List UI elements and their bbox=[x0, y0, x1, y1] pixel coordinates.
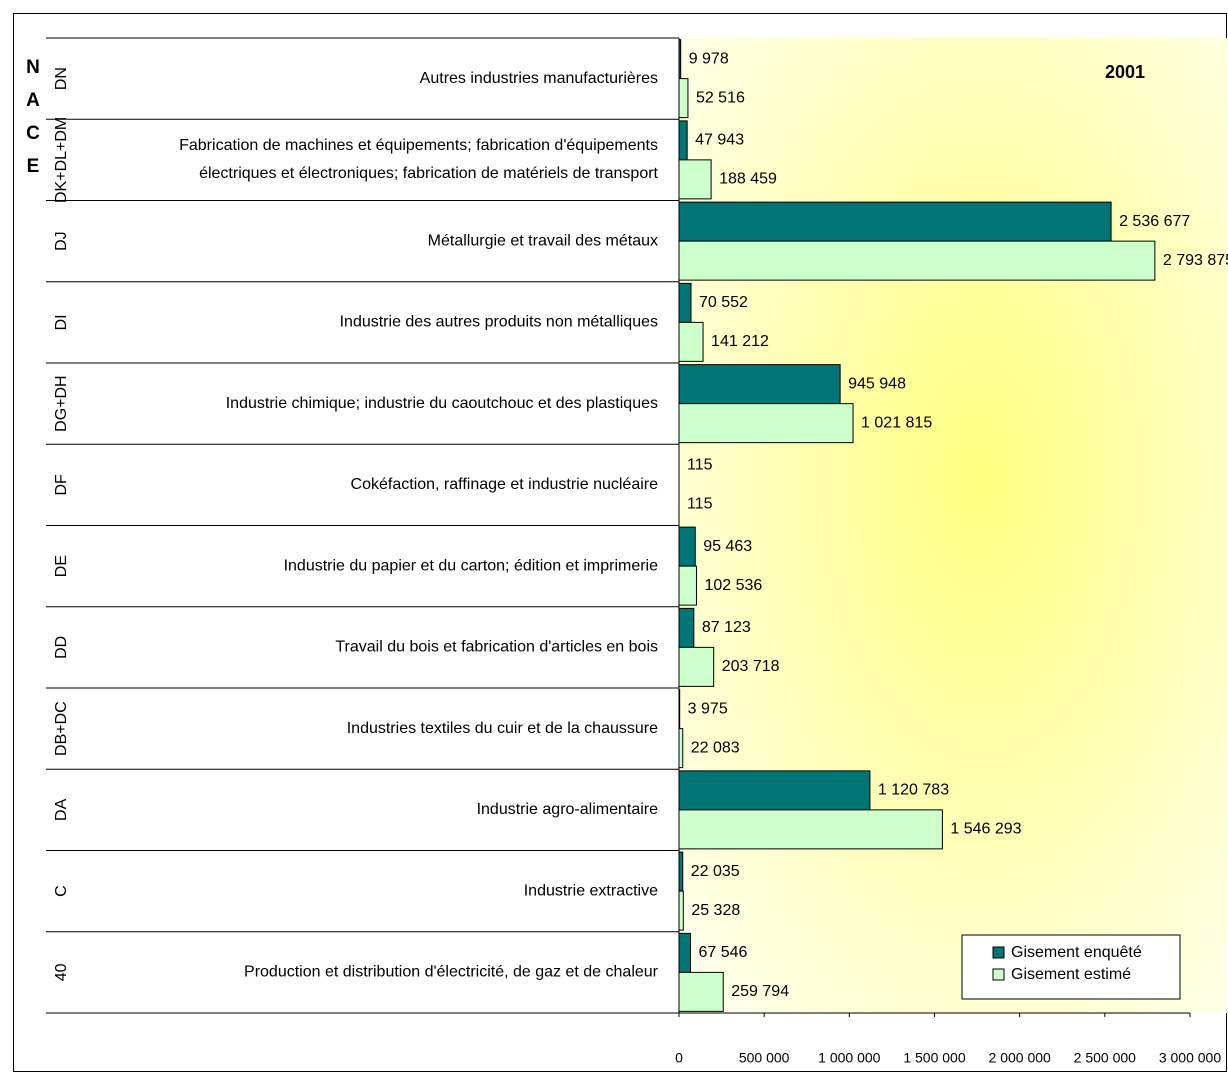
legend-label: Gisement estimé bbox=[1011, 966, 1131, 983]
value-label: 25 328 bbox=[691, 902, 740, 919]
category-code: DK+DL+DM bbox=[53, 117, 70, 203]
legend-swatch bbox=[993, 969, 1004, 980]
bar bbox=[679, 365, 840, 404]
value-label: 52 516 bbox=[696, 89, 745, 106]
category-code: DN bbox=[53, 67, 70, 90]
bar bbox=[679, 771, 870, 810]
bar bbox=[679, 690, 680, 729]
value-label: 67 546 bbox=[699, 944, 748, 961]
x-tick-label: 2 500 000 bbox=[1074, 1050, 1136, 1066]
category-code: DB+DC bbox=[53, 701, 70, 756]
category-label: Industries textiles du cuir et de la cha… bbox=[347, 720, 658, 737]
value-label: 2 793 875 bbox=[1163, 252, 1228, 269]
value-label: 95 463 bbox=[703, 538, 752, 555]
bar bbox=[679, 852, 683, 891]
value-label: 22 035 bbox=[691, 863, 740, 880]
category-label: Industrie agro-alimentaire bbox=[477, 801, 659, 818]
value-label: 115 bbox=[687, 457, 713, 474]
category-code: DG+DH bbox=[53, 375, 70, 431]
category-label: Industrie du papier et du carton; éditio… bbox=[284, 557, 659, 574]
bar bbox=[679, 40, 681, 79]
bar bbox=[679, 647, 714, 686]
legend-label: Gisement enquêté bbox=[1011, 944, 1142, 961]
bar bbox=[679, 241, 1155, 280]
value-label: 1 120 783 bbox=[878, 782, 949, 799]
bar bbox=[679, 566, 696, 605]
value-label: 1 546 293 bbox=[950, 821, 1021, 838]
bar bbox=[679, 322, 703, 361]
category-code: C bbox=[53, 885, 70, 897]
x-tick-label: 1 500 000 bbox=[903, 1050, 965, 1066]
y-axis-label: NACE bbox=[23, 57, 44, 189]
category-code: DF bbox=[53, 474, 70, 496]
bar bbox=[679, 729, 683, 768]
bar bbox=[679, 608, 694, 647]
bar bbox=[679, 891, 683, 930]
value-label: 259 794 bbox=[731, 983, 789, 1000]
value-label: 87 123 bbox=[702, 619, 751, 636]
value-label: 945 948 bbox=[848, 375, 906, 392]
legend-swatch bbox=[993, 947, 1004, 958]
bar bbox=[679, 283, 691, 322]
value-label: 115 bbox=[687, 496, 713, 513]
value-label: 102 536 bbox=[704, 577, 762, 594]
category-label: électriques et électroniques; fabricatio… bbox=[199, 165, 658, 182]
bar bbox=[679, 121, 687, 160]
category-code: 40 bbox=[53, 963, 70, 981]
value-label: 141 212 bbox=[711, 333, 769, 350]
x-tick-label: 1 000 000 bbox=[818, 1050, 880, 1066]
category-code: DA bbox=[53, 798, 70, 821]
category-label: Industrie chimique; industrie du caoutch… bbox=[226, 395, 658, 412]
category-label: Production et distribution d'électricité… bbox=[244, 964, 659, 981]
bar bbox=[679, 79, 688, 118]
bar bbox=[679, 527, 695, 566]
value-label: 1 021 815 bbox=[861, 414, 932, 431]
bar bbox=[679, 160, 711, 199]
bar bbox=[679, 202, 1111, 241]
value-label: 188 459 bbox=[719, 171, 777, 188]
value-label: 2 536 677 bbox=[1119, 213, 1190, 230]
category-label: Métallurgie et travail des métaux bbox=[428, 232, 658, 249]
category-label: Industrie des autres produits non métall… bbox=[340, 314, 658, 331]
category-label: Fabrication de machines et équipements; … bbox=[179, 137, 658, 154]
value-label: 70 552 bbox=[699, 294, 748, 311]
value-label: 203 718 bbox=[722, 658, 780, 675]
value-label: 3 975 bbox=[688, 700, 728, 717]
category-label: Travail du bois et fabrication d'article… bbox=[335, 639, 658, 656]
bar bbox=[679, 810, 942, 849]
category-code: DE bbox=[53, 555, 70, 577]
category-label: Autres industries manufacturières bbox=[420, 70, 658, 87]
value-label: 9 978 bbox=[689, 50, 729, 67]
value-label: 22 083 bbox=[691, 739, 740, 756]
category-code: DI bbox=[53, 314, 70, 330]
x-tick-label: 0 bbox=[675, 1050, 683, 1066]
bar bbox=[679, 972, 723, 1011]
value-label: 47 943 bbox=[695, 132, 744, 149]
category-label: Industrie extractive bbox=[524, 882, 658, 899]
bar bbox=[679, 404, 853, 443]
category-code: DJ bbox=[53, 231, 70, 251]
category-code: DD bbox=[53, 636, 70, 659]
x-tick-label: 500 000 bbox=[739, 1050, 790, 1066]
bar bbox=[679, 933, 691, 972]
x-tick-label: 2 000 000 bbox=[989, 1050, 1051, 1066]
x-tick-label: 3 000 000 bbox=[1159, 1050, 1221, 1066]
chart-title: 2001 bbox=[1105, 62, 1145, 82]
category-label: Cokéfaction, raffinage et industrie nucl… bbox=[351, 476, 659, 493]
